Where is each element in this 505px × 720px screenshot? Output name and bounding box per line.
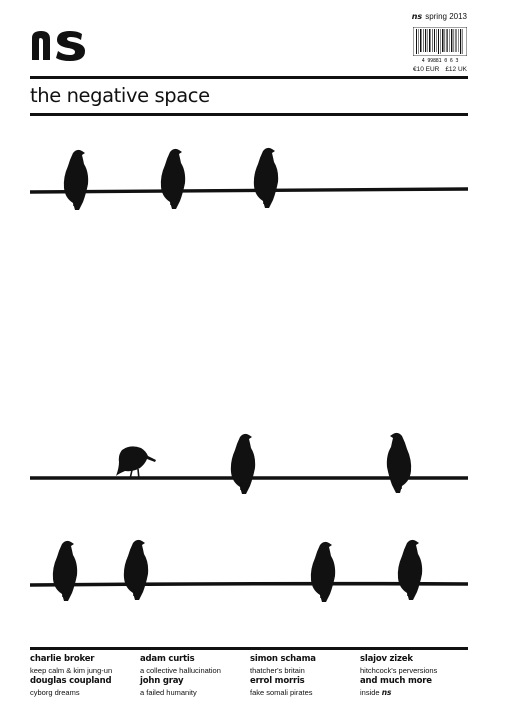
ns-inline-logo: ns (381, 688, 392, 697)
top-rule (30, 76, 468, 79)
price-uk: £12 UK (445, 66, 467, 73)
article-title: fake somali pirates (250, 688, 313, 697)
contributor-name: simon schama (250, 654, 316, 664)
contributor-name: adam curtis (140, 654, 195, 664)
ns-logo (32, 31, 85, 61)
contributor-name: douglas coupland (30, 676, 112, 686)
inside-label: inside (360, 688, 380, 697)
contributor-name: and much more (360, 676, 432, 686)
article-title: a collective hallucination (140, 666, 221, 675)
issue-logo-mark: ns (411, 12, 423, 21)
contributor-name: charlie broker (30, 654, 95, 664)
barcode-number: 4 99881 0 6 3 (421, 58, 459, 64)
contents-column: slajov zizek hitchcock's perversions and… (360, 654, 470, 698)
price-eur: €10 EUR (413, 66, 440, 73)
article-title: keep calm & kim jung-un (30, 666, 113, 675)
contributor-name: john gray (140, 676, 184, 686)
article-title: thatcher's britain (250, 666, 305, 675)
contents-footer: charlie broker keep calm & kim jung-un d… (30, 654, 470, 698)
contents-column: charlie broker keep calm & kim jung-un d… (30, 654, 140, 698)
article-title: inside ns (360, 687, 470, 698)
contents-column: adam curtis a collective hallucination j… (140, 654, 250, 698)
barcode-image (413, 27, 467, 56)
issue-label: ns spring 2013 (412, 12, 467, 21)
title-rule (30, 113, 468, 116)
article-title: a failed humanity (140, 688, 197, 697)
footer-rule (30, 647, 468, 650)
article-title: hitchcock's perversions (360, 666, 438, 675)
wire-top (29, 187, 469, 194)
article-title: cyborg dreams (30, 688, 80, 697)
contents-column: simon schama thatcher's britain errol mo… (250, 654, 360, 698)
magazine-title: the negative space (30, 84, 210, 107)
contributor-name: errol morris (250, 676, 305, 686)
contributor-name: slajov zizek (360, 654, 413, 664)
issue-date: spring 2013 (425, 12, 467, 21)
price-row: €10 EUR £12 UK (413, 66, 467, 73)
